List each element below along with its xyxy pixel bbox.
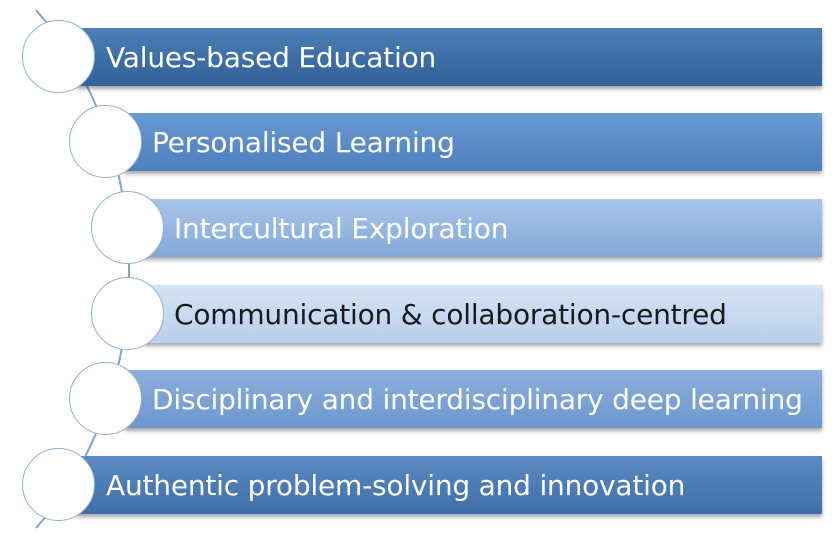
list-circle-3 — [91, 191, 164, 264]
list-bar-5: Disciplinary and interdisciplinary deep … — [124, 370, 822, 428]
list-bar-1: Values-based Education — [76, 28, 822, 86]
list-bar-label: Intercultural Exploration — [174, 211, 509, 245]
list-circle-6 — [22, 448, 95, 521]
list-bar-label: Communication & collaboration-centred — [174, 297, 727, 331]
list-bar-6: Authentic problem-solving and innovation — [76, 456, 822, 514]
list-circle-2 — [69, 105, 142, 178]
list-bar-4: Communication & collaboration-centred — [144, 285, 822, 343]
list-circle-5 — [69, 362, 142, 435]
list-bar-label: Disciplinary and interdisciplinary deep … — [152, 382, 803, 416]
list-circle-1 — [22, 20, 95, 93]
list-bar-2: Personalised Learning — [124, 113, 822, 171]
list-circle-4 — [91, 277, 164, 350]
list-bar-label: Values-based Education — [106, 40, 437, 74]
list-bar-label: Authentic problem-solving and innovation — [106, 468, 686, 502]
list-bar-3: Intercultural Exploration — [144, 199, 822, 257]
list-bar-label: Personalised Learning — [152, 125, 455, 159]
